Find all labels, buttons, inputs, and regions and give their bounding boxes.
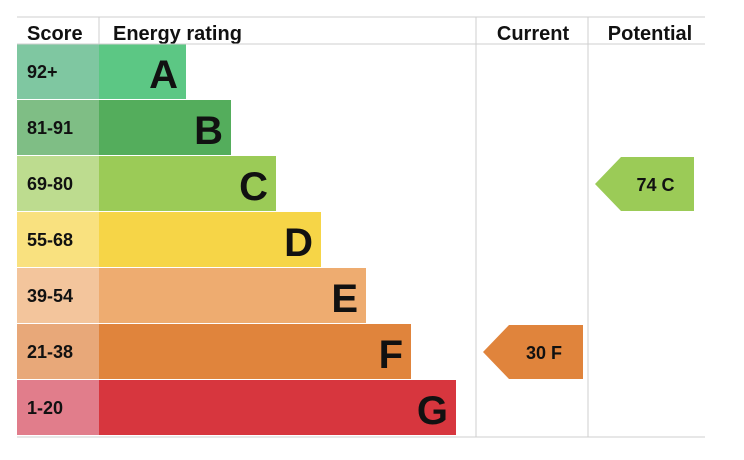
- header-potential: Potential: [608, 23, 692, 45]
- table-grid: [17, 16, 705, 438]
- band-bar-b: [99, 100, 231, 155]
- band-letter-g: G: [417, 389, 448, 433]
- score-range-f: 21-38: [27, 342, 73, 362]
- header-score: Score: [27, 23, 83, 45]
- band-letter-f: F: [379, 333, 403, 377]
- score-cell-b: [17, 100, 99, 155]
- potential-rating-arrow: [595, 157, 694, 211]
- current-rating-label: 30 F: [526, 343, 562, 363]
- potential-rating-label: 74 C: [636, 175, 674, 195]
- score-range-c: 69-80: [27, 174, 73, 194]
- rating-bands: 92+ A 81-91 B 69-80 C 55-68 D 39-54 E 21-38 F 1-20 G: [17, 44, 456, 435]
- rating-arrows: 30 F 74 C: [483, 157, 694, 379]
- band-bar-d: [99, 212, 321, 267]
- score-cell-e: [17, 268, 99, 323]
- band-letter-a: A: [149, 53, 178, 97]
- band-bar-a: [99, 44, 186, 99]
- score-cell-a: [17, 44, 99, 99]
- score-range-e: 39-54: [27, 286, 73, 306]
- band-bar-g: [99, 380, 456, 435]
- score-cell-f: [17, 324, 99, 379]
- score-range-d: 55-68: [27, 230, 73, 250]
- score-cell-c: [17, 156, 99, 211]
- band-bar-c: [99, 156, 276, 211]
- band-bar-f: [99, 324, 411, 379]
- score-range-b: 81-91: [27, 118, 73, 138]
- score-cell-g: [17, 380, 99, 435]
- band-letter-c: C: [239, 165, 268, 209]
- current-rating-arrow: [483, 325, 583, 379]
- header-current: Current: [497, 23, 570, 45]
- score-range-a: 92+: [27, 62, 58, 82]
- score-cell-d: [17, 212, 99, 267]
- band-bar-e: [99, 268, 366, 323]
- band-letter-e: E: [331, 277, 358, 321]
- score-range-g: 1-20: [27, 398, 63, 418]
- band-letter-b: B: [194, 109, 223, 153]
- header-energy-rating: Energy rating: [113, 23, 242, 45]
- band-letter-d: D: [284, 221, 313, 265]
